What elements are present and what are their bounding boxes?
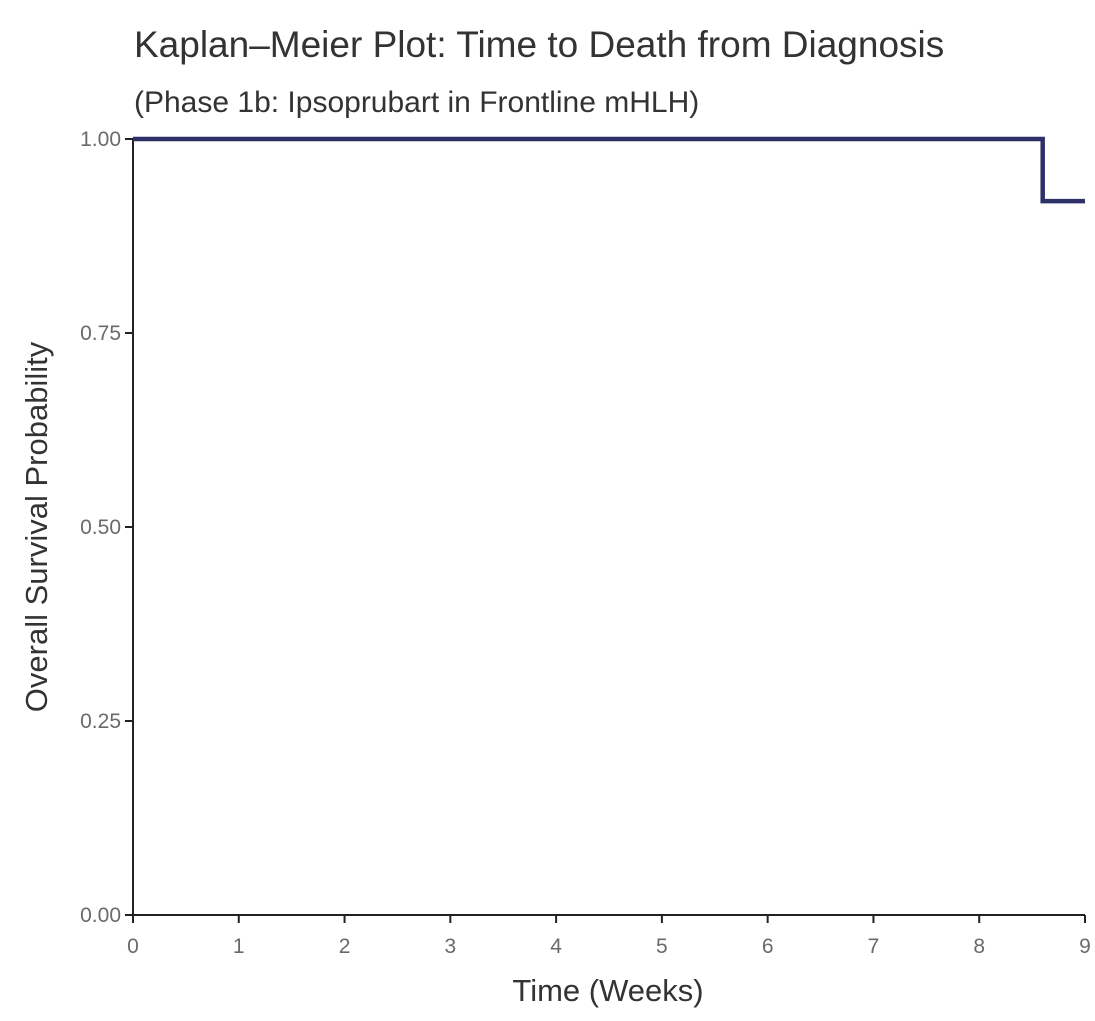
x-tick-label: 4	[550, 935, 562, 958]
x-axis-title: Time (Weeks)	[512, 973, 703, 1008]
x-tick-label: 9	[1079, 935, 1091, 958]
chart-subtitle: (Phase 1b: Ipsoprubart in Frontline mHLH…	[134, 86, 699, 119]
chart-title: Kaplan–Meier Plot: Time to Death from Di…	[134, 24, 944, 65]
y-tick-label: 0.25	[80, 710, 121, 733]
plot-area: 0.00 0.25 0.50 0.75 1.00 0 1 2 3 4 5 6 7 8 9	[80, 128, 1091, 958]
y-axis-title: Overall Survival Probability	[19, 341, 54, 712]
y-tick-label: 0.00	[80, 904, 121, 927]
x-tick-label: 7	[868, 935, 880, 958]
y-tick-label: 1.00	[80, 128, 121, 151]
x-tick-label: 5	[656, 935, 668, 958]
y-tick-label: 0.75	[80, 322, 121, 345]
x-tick-label: 1	[233, 935, 245, 958]
x-tick-label: 0	[127, 935, 139, 958]
x-tick-label: 6	[762, 935, 774, 958]
x-tick-label: 2	[339, 935, 351, 958]
y-tick-label: 0.50	[80, 516, 121, 539]
x-tick-label: 8	[973, 935, 985, 958]
survival-curve	[133, 136, 1085, 204]
x-tick-label: 3	[444, 935, 456, 958]
